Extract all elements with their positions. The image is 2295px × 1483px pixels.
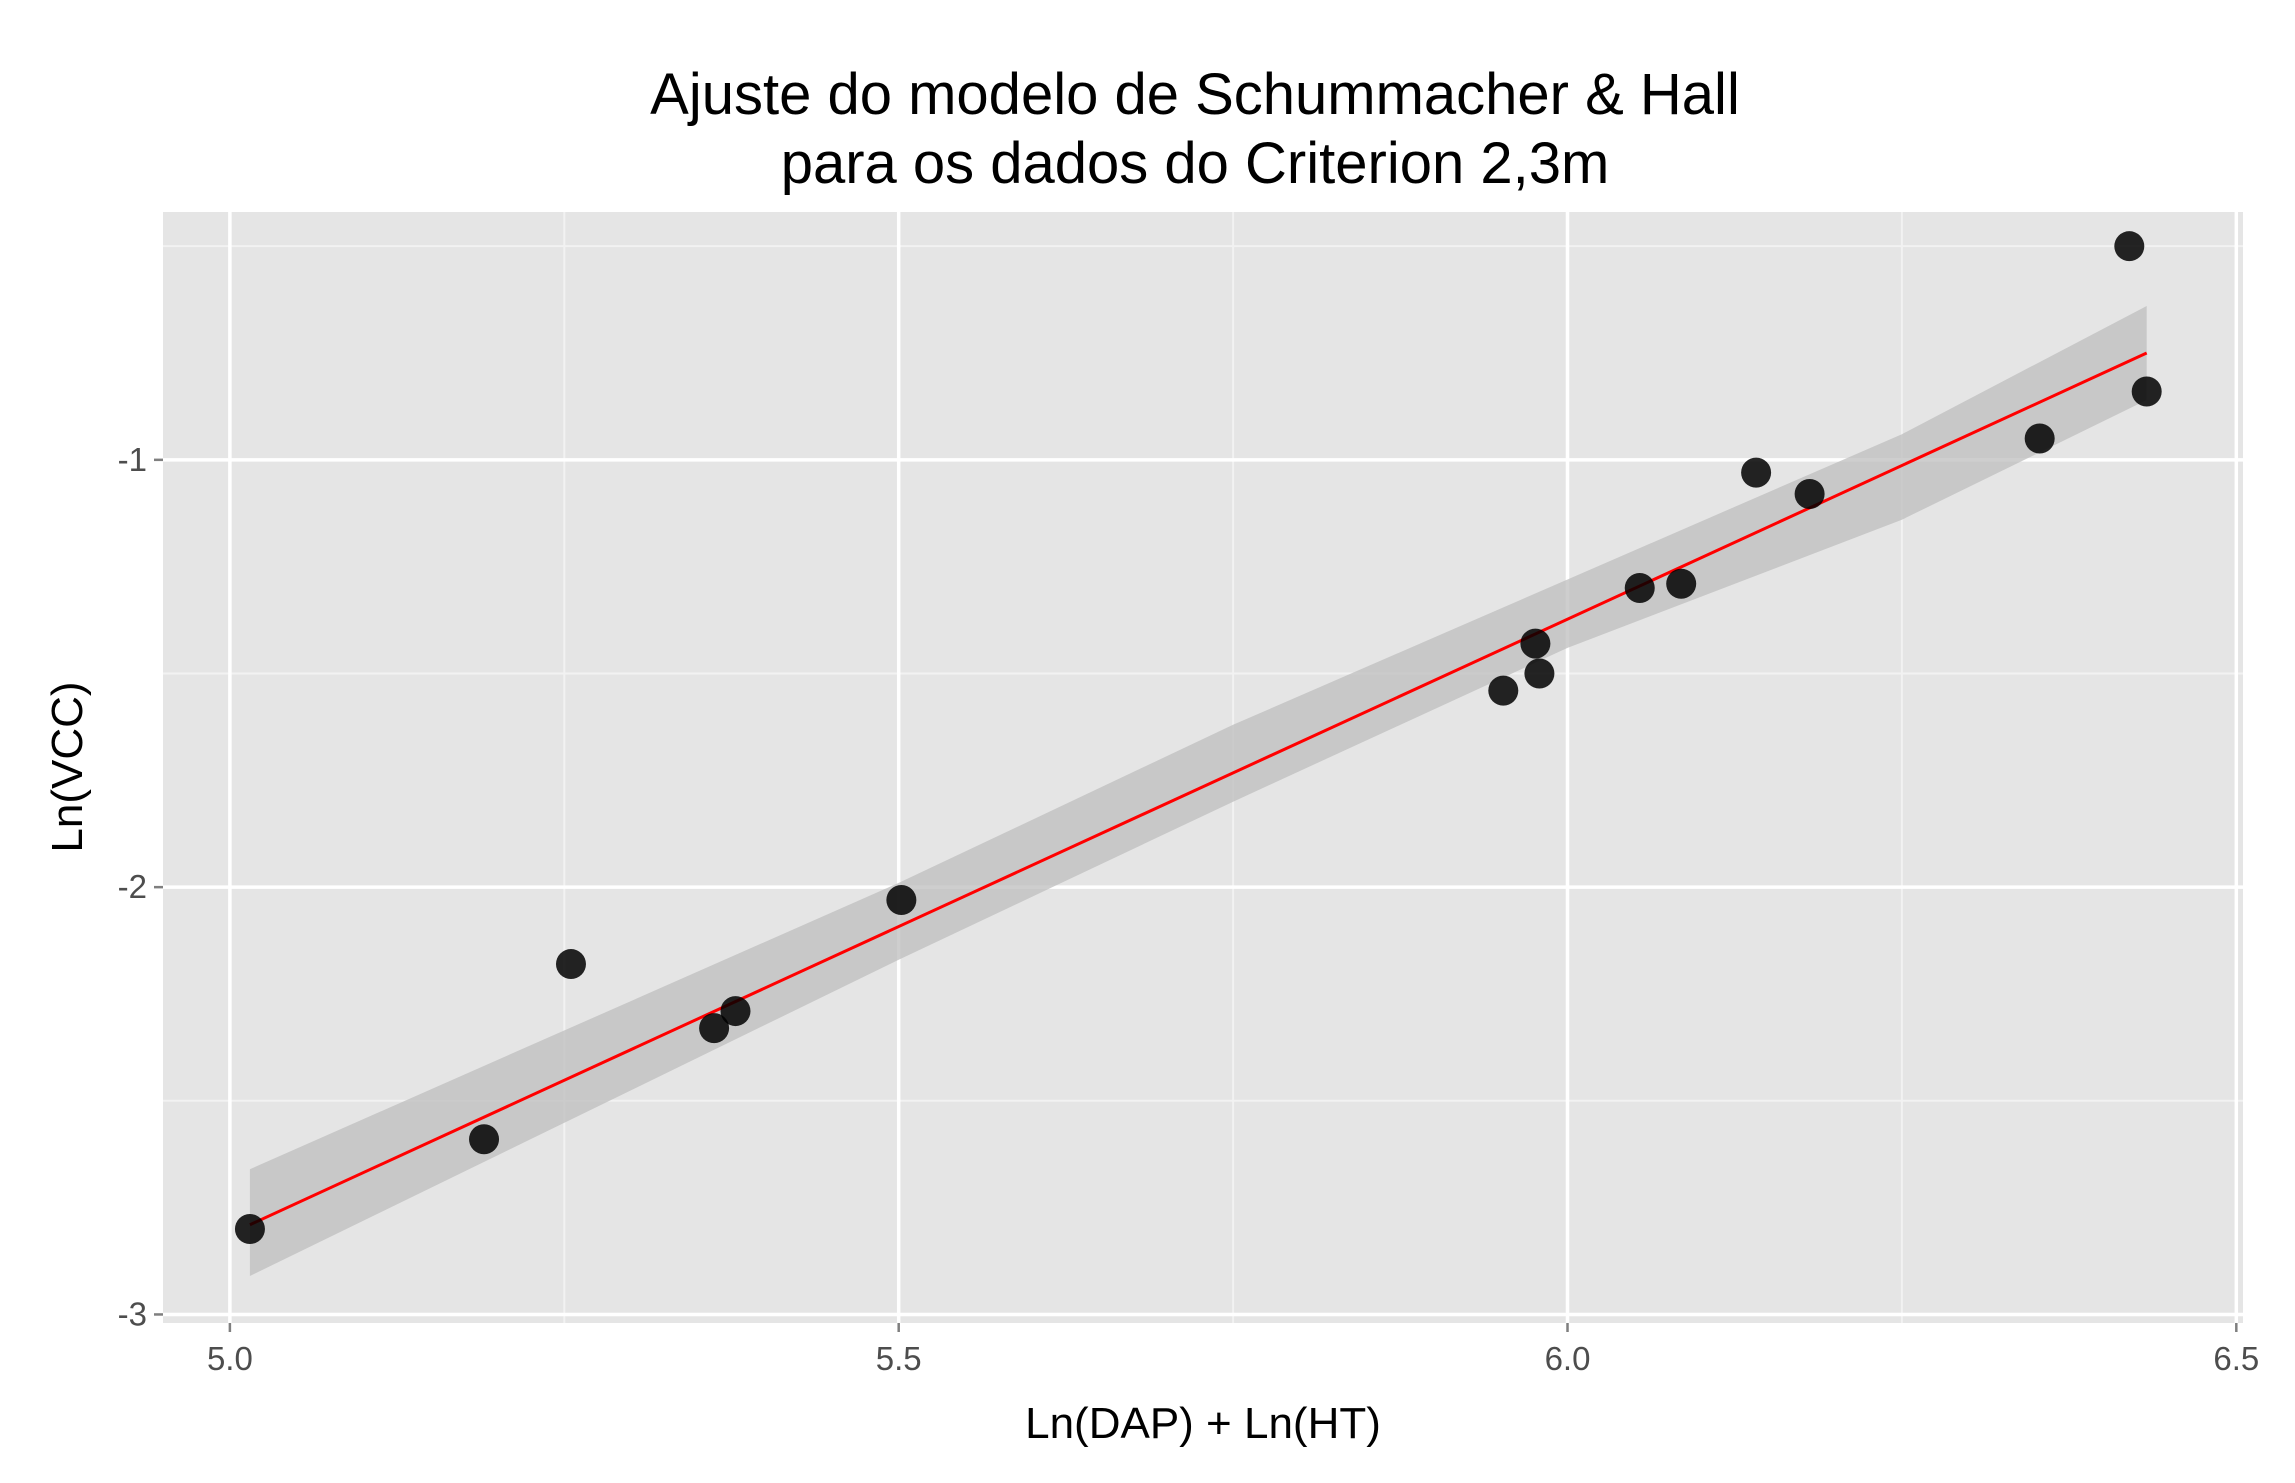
- data-point: [469, 1124, 500, 1155]
- axis-ticks: [154, 458, 2238, 1332]
- fit-line: [249, 351, 2148, 1227]
- data-point: [1741, 457, 1772, 488]
- y-tick-labels: -3 -2 -1: [118, 441, 147, 1333]
- x-tick-label: 6.0: [1545, 1340, 1591, 1377]
- data-point: [1488, 675, 1519, 706]
- x-tick-label: 5.5: [876, 1340, 922, 1377]
- data-point: [234, 1213, 265, 1244]
- data-point: [699, 1013, 730, 1044]
- data-point: [1524, 658, 1555, 689]
- y-axis-title: Ln(VCC): [43, 681, 92, 852]
- chart-title-line-2: para os dados do Criterion 2,3m: [781, 131, 1610, 196]
- data-point: [1624, 573, 1655, 604]
- y-tick-label: -3: [118, 1295, 147, 1332]
- major-gridlines: [163, 212, 2243, 1323]
- data-point: [555, 949, 586, 980]
- data-point: [1794, 479, 1825, 510]
- x-tick-label: 6.5: [2213, 1340, 2259, 1377]
- x-tick-labels: 5.0 5.5 6.0 6.5: [207, 1340, 2259, 1377]
- x-axis-title: Ln(DAP) + Ln(HT): [1025, 1399, 1381, 1448]
- data-point: [1666, 568, 1697, 599]
- data-point: [1520, 628, 1551, 659]
- data-point: [2131, 376, 2162, 407]
- y-tick-label: -2: [118, 868, 147, 905]
- data-point: [2114, 231, 2145, 262]
- x-tick-label: 5.0: [207, 1340, 253, 1377]
- data-point: [886, 884, 917, 915]
- data-point: [2024, 423, 2055, 454]
- chart-title-line-1: Ajuste do modelo de Schummacher & Hall: [650, 62, 1740, 127]
- data-points: [234, 231, 2162, 1244]
- data-point: [720, 996, 751, 1027]
- y-tick-label: -1: [118, 441, 147, 478]
- chart-title: Ajuste do modelo de Schummacher & Hall p…: [650, 62, 1740, 196]
